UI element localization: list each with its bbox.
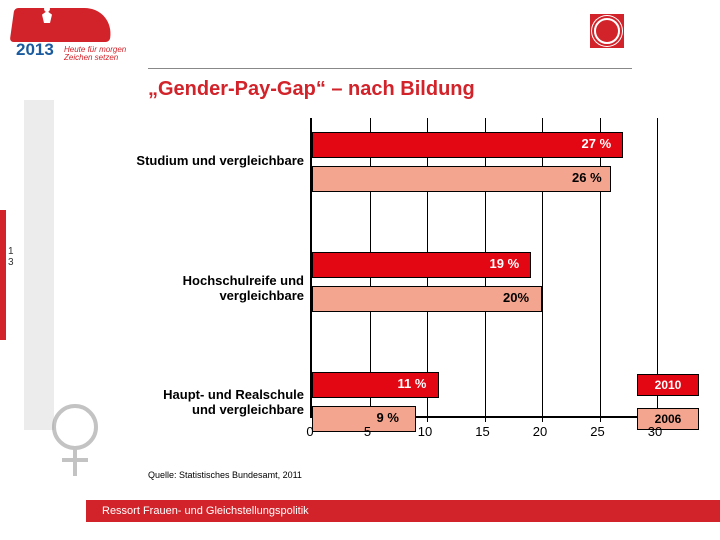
- x-axis-label: 0: [306, 424, 313, 439]
- logo-slogan: Heute für morgen Zeichen setzen: [64, 46, 126, 62]
- chart-plot-area: 27 %26 %19 %20%11 %9 %20102006: [310, 118, 655, 418]
- decorative-gray-bar: [24, 100, 54, 430]
- bar-value: 20%: [503, 290, 529, 305]
- bar-2010: 11 %: [312, 372, 439, 398]
- category-label: Hochschulreife und vergleichbare: [136, 274, 304, 304]
- legend-2006: 2006: [637, 408, 699, 430]
- gear-icon: [594, 18, 620, 44]
- logo-year: 2013: [16, 40, 54, 60]
- slide-number: 1 3: [8, 246, 14, 268]
- x-tick: [542, 416, 543, 422]
- bar-2006: 20%: [312, 286, 542, 312]
- bar-2010: 27 %: [312, 132, 623, 158]
- figure-icon: [40, 6, 54, 26]
- brush-shape: [10, 8, 115, 42]
- bar-2006: 26 %: [312, 166, 611, 192]
- gender-pay-gap-chart: 27 %26 %19 %20%11 %9 %20102006 051015202…: [140, 118, 660, 448]
- conference-logo: 2013 Heute für morgen Zeichen setzen: [12, 8, 152, 68]
- x-axis-label: 10: [418, 424, 432, 439]
- footer-department: Ressort Frauen- und Gleichstellungspolit…: [86, 500, 720, 522]
- source-citation: Quelle: Statistisches Bundesamt, 2011: [148, 470, 302, 480]
- venus-symbol-icon: [40, 404, 110, 494]
- x-tick: [485, 416, 486, 422]
- bar-value: 19 %: [490, 256, 520, 271]
- bar-value: 26 %: [572, 170, 602, 185]
- slide-title: „Gender-Pay-Gap“ – nach Bildung: [148, 78, 475, 101]
- igmetall-logo: [590, 14, 624, 48]
- x-axis-label: 25: [590, 424, 604, 439]
- category-label: Haupt- und Realschuleund vergleichbare: [136, 388, 304, 418]
- bar-value: 11 %: [398, 376, 427, 391]
- grid-line: [542, 118, 543, 416]
- x-tick: [600, 416, 601, 422]
- x-axis-label: 15: [475, 424, 489, 439]
- bar-value: 9 %: [377, 410, 399, 425]
- decorative-red-accent: [0, 210, 6, 340]
- x-axis-label: 5: [364, 424, 371, 439]
- bar-2010: 19 %: [312, 252, 531, 278]
- x-axis-label: 30: [648, 424, 662, 439]
- legend-2010: 2010: [637, 374, 699, 396]
- x-axis-label: 20: [533, 424, 547, 439]
- category-label: Studium und vergleichbare: [136, 154, 304, 169]
- header-divider: [148, 68, 632, 69]
- bar-value: 27 %: [582, 136, 612, 151]
- header-bar: 2013 Heute für morgen Zeichen setzen: [0, 0, 720, 68]
- x-tick: [427, 416, 428, 422]
- grid-line: [657, 118, 658, 416]
- grid-line: [600, 118, 601, 416]
